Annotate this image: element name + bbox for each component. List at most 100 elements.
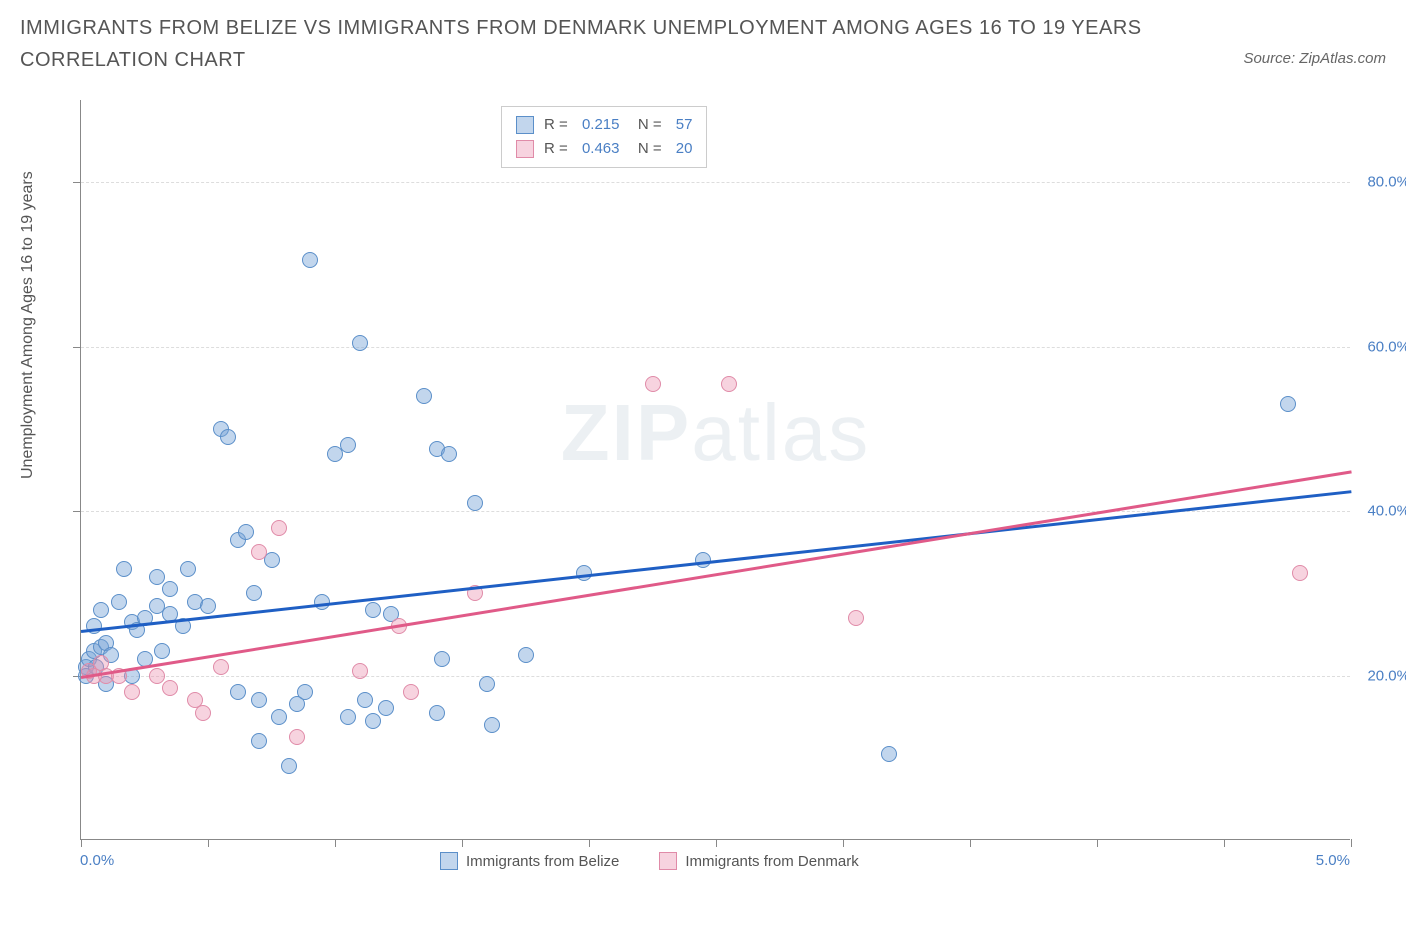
- scatter-point: [357, 692, 373, 708]
- x-tick: [335, 839, 336, 847]
- scatter-point: [195, 705, 211, 721]
- legend-swatch-belize: [516, 116, 534, 134]
- scatter-point: [848, 610, 864, 626]
- watermark-bold: ZIP: [561, 388, 691, 477]
- x-tick: [1097, 839, 1098, 847]
- r-value-denmark: 0.463: [582, 137, 620, 161]
- x-tick: [843, 839, 844, 847]
- series-legend: Immigrants from Belize Immigrants from D…: [440, 852, 859, 870]
- scatter-point: [154, 643, 170, 659]
- scatter-point: [238, 524, 254, 540]
- x-tick: [716, 839, 717, 847]
- scatter-point: [116, 561, 132, 577]
- x-tick: [208, 839, 209, 847]
- scatter-point: [576, 565, 592, 581]
- source-attribution: Source: ZipAtlas.com: [1243, 50, 1386, 67]
- scatter-point: [314, 594, 330, 610]
- y-tick: [73, 511, 81, 512]
- grid-line: [81, 182, 1350, 183]
- scatter-point: [721, 376, 737, 392]
- scatter-point: [1292, 565, 1308, 581]
- scatter-point: [352, 335, 368, 351]
- chart-title: IMMIGRANTS FROM BELIZE VS IMMIGRANTS FRO…: [20, 12, 1170, 76]
- scatter-point: [149, 569, 165, 585]
- n-value-belize: 57: [676, 113, 693, 137]
- legend-swatch-denmark-icon: [659, 852, 677, 870]
- scatter-point: [86, 618, 102, 634]
- scatter-point: [297, 684, 313, 700]
- y-tick: [73, 182, 81, 183]
- x-axis-end-label: 5.0%: [1316, 852, 1350, 869]
- grid-line: [81, 676, 1350, 677]
- scatter-point: [881, 746, 897, 762]
- y-tick-label: 80.0%: [1367, 174, 1406, 191]
- y-tick: [73, 347, 81, 348]
- scatter-point: [441, 446, 457, 462]
- chart-container: Unemployment Among Ages 16 to 19 years Z…: [20, 90, 1386, 890]
- scatter-point: [111, 594, 127, 610]
- scatter-point: [302, 252, 318, 268]
- scatter-point: [271, 520, 287, 536]
- scatter-point: [434, 651, 450, 667]
- n-value-denmark: 20: [676, 137, 693, 161]
- scatter-point: [271, 709, 287, 725]
- watermark: ZIPatlas: [561, 387, 870, 479]
- scatter-point: [93, 602, 109, 618]
- scatter-point: [200, 598, 216, 614]
- plot-area: ZIPatlas R = 0.215 N = 57 R = 0.463 N = …: [80, 100, 1350, 840]
- scatter-point: [246, 585, 262, 601]
- correlation-legend-row-1: R = 0.215 N = 57: [516, 113, 692, 137]
- scatter-point: [429, 705, 445, 721]
- scatter-point: [365, 713, 381, 729]
- x-tick: [970, 839, 971, 847]
- scatter-point: [251, 733, 267, 749]
- scatter-point: [124, 684, 140, 700]
- scatter-point: [220, 429, 236, 445]
- scatter-point: [180, 561, 196, 577]
- scatter-point: [1280, 396, 1296, 412]
- scatter-point: [251, 544, 267, 560]
- scatter-point: [162, 680, 178, 696]
- legend-swatch-belize-icon: [440, 852, 458, 870]
- legend-swatch-denmark: [516, 140, 534, 158]
- scatter-point: [352, 663, 368, 679]
- y-tick-label: 40.0%: [1367, 503, 1406, 520]
- correlation-legend-row-2: R = 0.463 N = 20: [516, 137, 692, 161]
- x-tick: [81, 839, 82, 847]
- scatter-point: [340, 437, 356, 453]
- scatter-point: [251, 692, 267, 708]
- legend-item-belize: Immigrants from Belize: [440, 852, 619, 870]
- r-value-belize: 0.215: [582, 113, 620, 137]
- scatter-point: [645, 376, 661, 392]
- y-tick-label: 60.0%: [1367, 338, 1406, 355]
- correlation-legend: R = 0.215 N = 57 R = 0.463 N = 20: [501, 106, 707, 168]
- scatter-point: [289, 729, 305, 745]
- scatter-point: [365, 602, 381, 618]
- scatter-point: [162, 581, 178, 597]
- x-tick: [589, 839, 590, 847]
- x-tick: [1224, 839, 1225, 847]
- grid-line: [81, 347, 1350, 348]
- legend-label-denmark: Immigrants from Denmark: [685, 853, 858, 870]
- x-tick: [1351, 839, 1352, 847]
- scatter-point: [149, 668, 165, 684]
- x-tick: [462, 839, 463, 847]
- scatter-point: [479, 676, 495, 692]
- legend-label-belize: Immigrants from Belize: [466, 853, 619, 870]
- scatter-point: [484, 717, 500, 733]
- scatter-point: [340, 709, 356, 725]
- scatter-point: [403, 684, 419, 700]
- y-axis-label: Unemployment Among Ages 16 to 19 years: [19, 171, 37, 479]
- scatter-point: [281, 758, 297, 774]
- trend-line: [81, 470, 1351, 678]
- watermark-light: atlas: [691, 388, 870, 477]
- scatter-point: [213, 659, 229, 675]
- x-axis-start-label: 0.0%: [80, 852, 114, 869]
- scatter-point: [378, 700, 394, 716]
- scatter-point: [416, 388, 432, 404]
- y-tick-label: 20.0%: [1367, 667, 1406, 684]
- scatter-point: [467, 495, 483, 511]
- scatter-point: [230, 684, 246, 700]
- scatter-point: [518, 647, 534, 663]
- legend-item-denmark: Immigrants from Denmark: [659, 852, 858, 870]
